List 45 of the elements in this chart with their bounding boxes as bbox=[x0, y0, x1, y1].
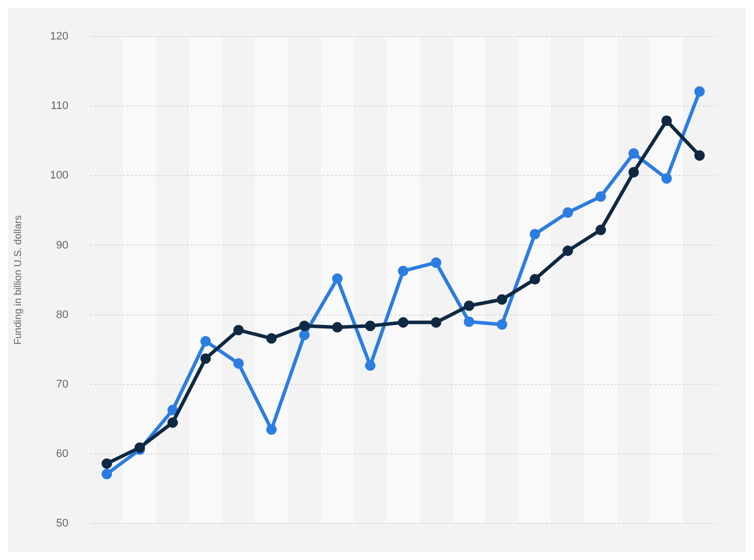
point bbox=[398, 266, 408, 276]
point bbox=[530, 274, 540, 285]
point bbox=[233, 324, 244, 336]
point bbox=[464, 316, 474, 327]
point bbox=[562, 207, 574, 218]
point bbox=[464, 300, 474, 311]
point bbox=[694, 150, 705, 161]
point bbox=[299, 320, 310, 332]
point bbox=[332, 273, 343, 284]
y-tick-label: 120 bbox=[50, 30, 68, 43]
point bbox=[596, 224, 606, 236]
y-tick-label: 100 bbox=[50, 170, 68, 182]
point bbox=[596, 191, 606, 202]
point bbox=[430, 317, 442, 328]
point bbox=[398, 317, 408, 328]
point bbox=[430, 257, 442, 268]
point bbox=[365, 320, 376, 332]
point bbox=[266, 333, 277, 344]
point bbox=[530, 228, 540, 240]
point bbox=[628, 166, 639, 178]
point bbox=[102, 458, 112, 469]
point bbox=[694, 86, 705, 97]
point bbox=[233, 358, 244, 369]
point bbox=[661, 115, 672, 126]
y-tick-label: 50 bbox=[56, 517, 68, 530]
point bbox=[102, 468, 112, 480]
point bbox=[496, 294, 508, 305]
point bbox=[628, 148, 639, 159]
y-tick-label: 70 bbox=[56, 378, 68, 390]
point bbox=[661, 173, 672, 184]
point bbox=[496, 319, 508, 330]
y-tick-label: 90 bbox=[56, 239, 68, 252]
point bbox=[365, 360, 376, 371]
point bbox=[200, 353, 211, 364]
point bbox=[562, 246, 574, 256]
y-tick-label: 80 bbox=[56, 308, 68, 321]
point bbox=[332, 322, 343, 333]
point bbox=[200, 336, 211, 346]
point bbox=[299, 330, 310, 340]
point bbox=[167, 417, 178, 428]
y-tick-label: 60 bbox=[56, 448, 68, 460]
point bbox=[167, 404, 178, 416]
point bbox=[266, 424, 277, 435]
y-axis-title: Funding in billion U.S. dollars bbox=[12, 215, 24, 345]
y-tick-label: 110 bbox=[50, 100, 68, 112]
